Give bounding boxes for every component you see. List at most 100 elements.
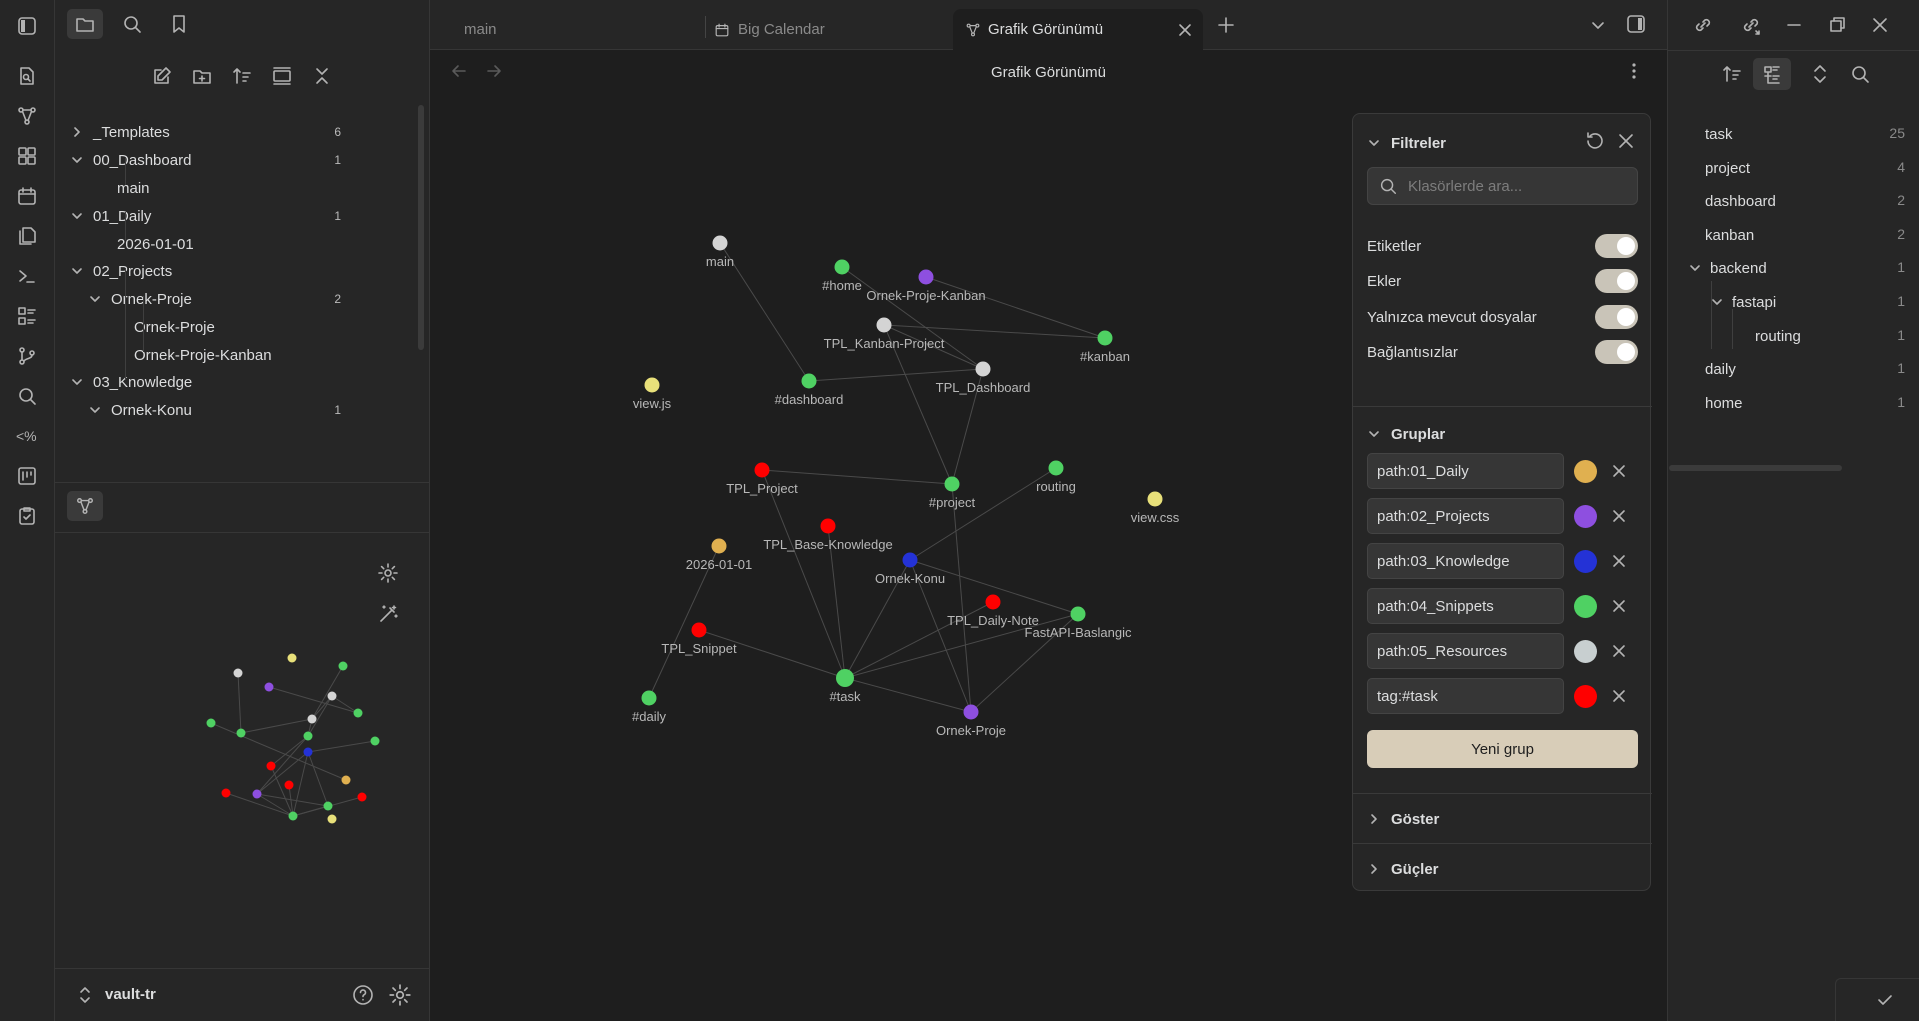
node-dot[interactable]: [712, 235, 728, 251]
mini-graph-node[interactable]: [206, 718, 216, 728]
tags-scrollbar[interactable]: [1669, 465, 1842, 471]
remove-group-icon[interactable]: [1609, 506, 1629, 526]
folder-item[interactable]: Ornek-Konu 1: [87, 396, 341, 424]
graph-node[interactable]: TPL_Project: [726, 462, 798, 497]
pane-divider[interactable]: [55, 482, 430, 483]
sort-icon[interactable]: [224, 61, 260, 91]
chevron-down-icon[interactable]: [1688, 261, 1702, 275]
mini-graph-node[interactable]: [303, 731, 313, 741]
close-tab-icon[interactable]: [1177, 22, 1193, 38]
node-dot[interactable]: [801, 373, 817, 389]
tag-item[interactable]: backend: [1688, 254, 1767, 282]
calendar-icon[interactable]: [15, 184, 39, 208]
remove-group-icon[interactable]: [1609, 461, 1629, 481]
node-dot[interactable]: [902, 552, 918, 568]
graph-node[interactable]: Ornek-Proje: [936, 704, 1006, 739]
outgoing-links-icon[interactable]: [1740, 14, 1762, 36]
graph-node[interactable]: view.js: [633, 377, 672, 412]
group-color-swatch[interactable]: [1574, 505, 1597, 528]
expand-collapse-icon[interactable]: [1809, 63, 1831, 85]
node-dot[interactable]: [1048, 460, 1064, 476]
more-options-icon[interactable]: [1625, 62, 1643, 80]
folder-item[interactable]: 03_Knowledge: [69, 368, 341, 396]
git-icon[interactable]: [15, 344, 39, 368]
mini-graph-node[interactable]: [370, 736, 380, 746]
templates-icon[interactable]: [15, 224, 39, 248]
file-tree-scrollbar[interactable]: [418, 105, 424, 350]
close-panel-icon[interactable]: [1617, 132, 1635, 150]
animate-icon[interactable]: [370, 599, 406, 629]
forces-section-header[interactable]: Güçler: [1353, 854, 1652, 884]
help-icon[interactable]: [351, 983, 375, 1007]
remove-group-icon[interactable]: [1609, 641, 1629, 661]
file-item[interactable]: 2026-01-01: [117, 230, 371, 258]
chevron-down-icon[interactable]: [1710, 295, 1724, 309]
node-dot[interactable]: [836, 669, 854, 687]
remove-group-icon[interactable]: [1609, 551, 1629, 571]
tag-item[interactable]: project: [1705, 154, 1750, 182]
tag-item[interactable]: routing: [1755, 322, 1801, 350]
node-dot[interactable]: [1070, 606, 1086, 622]
graph-node[interactable]: main: [706, 235, 734, 270]
kanban-icon[interactable]: [15, 464, 39, 488]
sync-status[interactable]: [1835, 978, 1919, 1021]
toggle-switch[interactable]: [1595, 269, 1638, 293]
mini-graph-node[interactable]: [233, 668, 243, 678]
node-dot[interactable]: [1097, 330, 1113, 346]
display-section-header[interactable]: Göster: [1353, 804, 1652, 834]
tag-item[interactable]: fastapi: [1710, 288, 1776, 316]
search-tab-icon[interactable]: [114, 9, 150, 39]
forward-arrow-icon[interactable]: [485, 62, 503, 80]
tree-view-toggle[interactable]: [1753, 58, 1791, 90]
tag-item[interactable]: kanban: [1705, 221, 1754, 249]
mini-graph-node[interactable]: [284, 780, 294, 790]
group-color-swatch[interactable]: [1574, 640, 1597, 663]
mini-graph-node[interactable]: [323, 801, 333, 811]
graph-node[interactable]: TPL_Dashboard: [936, 361, 1031, 396]
graph-node[interactable]: TPL_Daily-Note: [947, 594, 1039, 629]
mini-graph-node[interactable]: [236, 728, 246, 738]
mini-graph-node[interactable]: [307, 714, 317, 724]
graph-node[interactable]: TPL_Base-Knowledge: [763, 518, 893, 553]
tasks-icon[interactable]: [15, 504, 39, 528]
folder-search-input[interactable]: Klasörlerde ara...: [1367, 167, 1638, 205]
graph-node[interactable]: #daily: [632, 690, 666, 725]
close-window-icon[interactable]: [1869, 14, 1891, 36]
node-dot[interactable]: [975, 361, 991, 377]
graph-node[interactable]: #kanban: [1080, 330, 1130, 365]
node-dot[interactable]: [834, 259, 850, 275]
settings-icon[interactable]: [388, 983, 412, 1007]
minimize-icon[interactable]: [1783, 14, 1805, 36]
tag-item[interactable]: daily: [1705, 355, 1736, 383]
graph-node[interactable]: #task: [829, 669, 861, 704]
auto-reveal-icon[interactable]: [264, 61, 300, 91]
sort-icon[interactable]: [1721, 63, 1743, 85]
local-graph-tab-icon[interactable]: [67, 491, 103, 521]
tab-big-calendar[interactable]: Big Calendar: [710, 9, 960, 50]
folder-item[interactable]: 02_Projects: [69, 257, 341, 285]
graph-node[interactable]: Ornek-Proje-Kanban: [866, 269, 986, 304]
remove-group-icon[interactable]: [1609, 596, 1629, 616]
node-dot[interactable]: [963, 704, 979, 720]
file-item[interactable]: Ornek-Proje-Kanban: [134, 341, 371, 369]
mini-graph-node[interactable]: [353, 708, 363, 718]
collapse-all-icon[interactable]: [304, 61, 340, 91]
terminal-icon[interactable]: [15, 264, 39, 288]
mini-graph-node[interactable]: [266, 761, 276, 771]
mini-graph-node[interactable]: [252, 789, 262, 799]
toggle-switch[interactable]: [1595, 340, 1638, 364]
tab-main[interactable]: main: [450, 9, 700, 50]
group-color-swatch[interactable]: [1574, 550, 1597, 573]
group-color-swatch[interactable]: [1574, 595, 1597, 618]
node-dot[interactable]: [820, 518, 836, 534]
group-query-input[interactable]: tag:#task: [1367, 678, 1564, 714]
back-arrow-icon[interactable]: [450, 62, 468, 80]
restore-icon[interactable]: [1826, 14, 1848, 36]
group-query-input[interactable]: path:04_Snippets: [1367, 588, 1564, 624]
graph-node[interactable]: Ornek-Konu: [875, 552, 945, 587]
sidebar-toggle-icon[interactable]: [15, 14, 39, 38]
group-query-input[interactable]: path:02_Projects: [1367, 498, 1564, 534]
reset-icon[interactable]: [1584, 130, 1606, 152]
graph-view-icon[interactable]: [15, 104, 39, 128]
node-dot[interactable]: [944, 476, 960, 492]
